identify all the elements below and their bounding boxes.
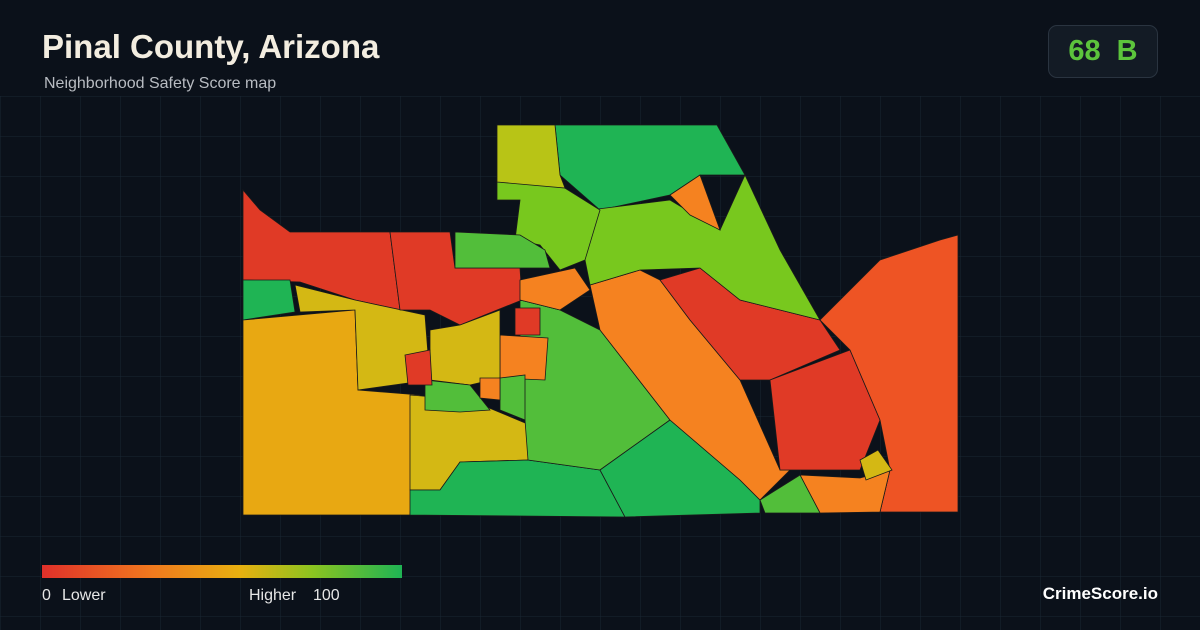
region (496, 179, 601, 271)
score-grade: B (1116, 35, 1138, 67)
legend-min: 0 (42, 587, 51, 604)
region (424, 379, 491, 413)
legend-max-label: Higher (249, 587, 297, 604)
region (294, 284, 431, 391)
region (404, 349, 433, 386)
region (519, 267, 591, 311)
region (454, 231, 551, 269)
region (479, 377, 501, 401)
score-value: 68 (1068, 35, 1101, 67)
region (759, 474, 821, 514)
region (496, 124, 566, 189)
title: Pinal County, Arizona (42, 28, 380, 65)
subtitle: Neighborhood Safety Score map (44, 75, 277, 92)
county-map (242, 124, 959, 518)
score-badge: 68 B (1048, 25, 1158, 78)
legend-gradient (42, 565, 402, 578)
legend-max: 100 (313, 587, 340, 604)
region (669, 174, 721, 231)
region (859, 449, 893, 481)
region (242, 279, 296, 321)
legend-min-label: Lower (62, 587, 106, 604)
brand: CrimeScore.io (1042, 584, 1158, 603)
region (514, 307, 541, 336)
region (499, 334, 549, 381)
region (819, 234, 959, 513)
